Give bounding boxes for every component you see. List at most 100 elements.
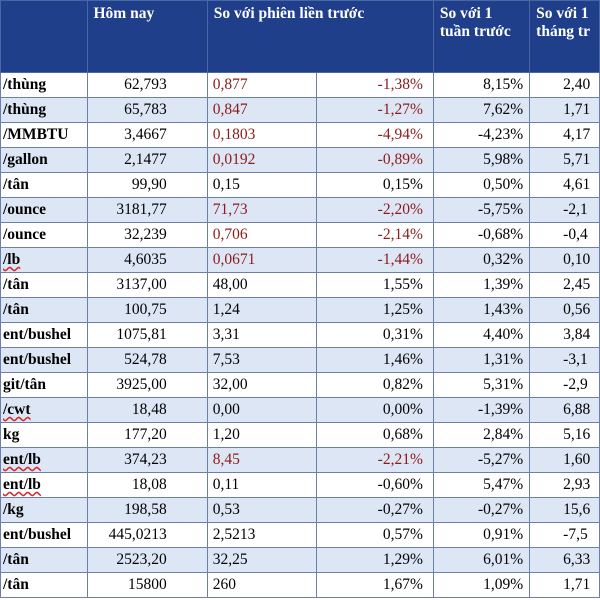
row-unit: ent/lb <box>0 472 88 498</box>
row-change-abs: 260 <box>206 572 318 598</box>
row-change-abs: 48,00 <box>206 272 318 298</box>
row-unit: /tân <box>0 172 88 198</box>
row-change-pct: -1,27% <box>316 97 434 123</box>
row-unit: /ounce <box>0 197 88 223</box>
table-row: /MMBTU 3,4667 0,1803 -4,94% -4,23% 4,17 <box>0 122 600 148</box>
row-today-price: 3181,77 <box>86 197 208 223</box>
row-unit: /kg <box>0 497 88 523</box>
row-change-abs: 0,706 <box>206 222 318 248</box>
row-change-month: 4,17 <box>529 122 600 148</box>
row-change-abs: 0,847 <box>206 97 318 123</box>
row-change-abs: 0,11 <box>206 472 318 498</box>
row-change-abs: 8,45 <box>206 447 318 473</box>
row-change-week: 0,50% <box>432 172 531 198</box>
row-today-price: 18,08 <box>86 472 208 498</box>
row-change-week: 4,40% <box>432 322 531 348</box>
row-today-price: 99,90 <box>86 172 208 198</box>
row-change-week: 2,84% <box>432 422 531 448</box>
table-row: /cwt 18,48 0,00 0,00% -1,39% 6,88 <box>0 397 600 423</box>
row-change-pct: 0,00% <box>316 397 434 423</box>
row-today-price: 4,6035 <box>86 247 208 273</box>
table-row: ent/bushel 445,0213 2,5213 0,57% 0,91% -7,5 <box>0 522 600 548</box>
row-change-abs: 0,0671 <box>206 247 318 273</box>
row-change-pct: -0,27% <box>316 497 434 523</box>
row-change-week: 8,15% <box>432 72 531 98</box>
row-change-pct: -2,20% <box>316 197 434 223</box>
row-change-pct: 0,31% <box>316 322 434 348</box>
row-change-abs: 0,00 <box>206 397 318 423</box>
header-vs-previous-session: So với phiên liền trước <box>206 0 434 73</box>
header-vs-one-week: So với 1 tuần trước <box>432 0 531 73</box>
row-change-week: -5,27% <box>432 447 531 473</box>
row-unit: ent/bushel <box>0 347 88 373</box>
header-today: Hôm nay <box>86 0 208 73</box>
row-change-pct: -4,94% <box>316 122 434 148</box>
row-change-pct: -2,14% <box>316 222 434 248</box>
row-today-price: 18,48 <box>86 397 208 423</box>
row-change-week: 7,62% <box>432 97 531 123</box>
row-unit: git/tân <box>0 372 88 398</box>
row-today-price: 32,239 <box>86 222 208 248</box>
row-change-abs: 71,73 <box>206 197 318 223</box>
row-change-abs: 32,00 <box>206 372 318 398</box>
row-change-pct: 1,67% <box>316 572 434 598</box>
table-header-row: Hôm nay So với phiên liền trước So với 1… <box>0 0 600 73</box>
row-change-pct: -2,21% <box>316 447 434 473</box>
header-unit <box>0 0 88 73</box>
row-change-month: 6,33 <box>529 547 600 573</box>
row-change-month: 0,10 <box>529 247 600 273</box>
table-row: /ounce 32,239 0,706 -2,14% -0,68% -0,4 <box>0 222 600 248</box>
row-change-abs: 2,5213 <box>206 522 318 548</box>
row-change-month: 6,88 <box>529 397 600 423</box>
row-change-month: 0,56 <box>529 297 600 323</box>
row-unit: /tân <box>0 297 88 323</box>
row-change-pct: 0,68% <box>316 422 434 448</box>
table-row: ent/bushel 524,78 7,53 1,46% 1,31% -3,1 <box>0 347 600 373</box>
table-row: kg 177,20 1,20 0,68% 2,84% 5,16 <box>0 422 600 448</box>
row-unit-text: ent/lb <box>3 451 41 468</box>
row-change-pct: 1,55% <box>316 272 434 298</box>
row-unit: ent/lb <box>0 447 88 473</box>
row-today-price: 2,1477 <box>86 147 208 173</box>
row-today-price: 3925,00 <box>86 372 208 398</box>
row-change-pct: 1,29% <box>316 547 434 573</box>
row-unit: kg <box>0 422 88 448</box>
row-unit: /ounce <box>0 222 88 248</box>
row-change-month: 5,71 <box>529 147 600 173</box>
row-change-month: -7,5 <box>529 522 600 548</box>
table-row: /tân 3137,00 48,00 1,55% 1,39% 2,45 <box>0 272 600 298</box>
row-change-abs: 1,24 <box>206 297 318 323</box>
table-row: /thùng 65,783 0,847 -1,27% 7,62% 1,71 <box>0 97 600 123</box>
row-change-abs: 1,20 <box>206 422 318 448</box>
row-today-price: 100,75 <box>86 297 208 323</box>
row-change-abs: 32,25 <box>206 547 318 573</box>
row-change-pct: 0,82% <box>316 372 434 398</box>
row-change-week: 0,32% <box>432 247 531 273</box>
row-change-week: -1,39% <box>432 397 531 423</box>
row-change-month: 3,84 <box>529 322 600 348</box>
row-change-pct: 0,15% <box>316 172 434 198</box>
row-change-month: 1,71 <box>529 97 600 123</box>
header-vs-one-month: So với 1 tháng tr <box>529 0 600 73</box>
row-change-week: -0,68% <box>432 222 531 248</box>
row-unit: /thùng <box>0 72 88 98</box>
row-change-month: 2,45 <box>529 272 600 298</box>
row-today-price: 3,4667 <box>86 122 208 148</box>
row-today-price: 2523,20 <box>86 547 208 573</box>
row-change-pct: -1,38% <box>316 72 434 98</box>
row-today-price: 3137,00 <box>86 272 208 298</box>
row-change-week: 5,98% <box>432 147 531 173</box>
table-row: /tân 99,90 0,15 0,15% 0,50% 4,61 <box>0 172 600 198</box>
row-today-price: 15800 <box>86 572 208 598</box>
row-change-week: 1,31% <box>432 347 531 373</box>
row-change-pct: -1,44% <box>316 247 434 273</box>
row-change-abs: 0,15 <box>206 172 318 198</box>
row-today-price: 524,78 <box>86 347 208 373</box>
row-unit: /cwt <box>0 397 88 423</box>
row-change-abs: 7,53 <box>206 347 318 373</box>
row-change-abs: 0,0192 <box>206 147 318 173</box>
row-change-month: -2,9 <box>529 372 600 398</box>
row-unit: /tân <box>0 572 88 598</box>
